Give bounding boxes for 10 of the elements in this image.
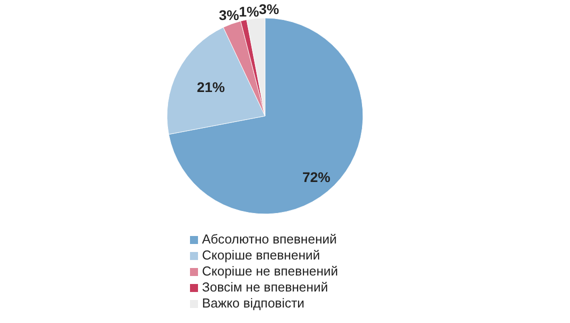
data-label: 3% bbox=[218, 6, 240, 23]
data-label: 1% bbox=[238, 3, 260, 20]
data-label: 72% bbox=[302, 169, 331, 186]
data-label: 3% bbox=[258, 1, 280, 18]
legend-label: Зовсім не впевнений bbox=[202, 279, 328, 294]
legend-label: Скоріше не впевнений bbox=[202, 263, 338, 278]
data-label: 21% bbox=[196, 79, 226, 96]
legend-label: Важко відповісти bbox=[202, 295, 304, 310]
legend-label: Скоріше впевнений bbox=[202, 247, 320, 262]
legend-label: Абсолютно впевнений bbox=[202, 231, 337, 246]
